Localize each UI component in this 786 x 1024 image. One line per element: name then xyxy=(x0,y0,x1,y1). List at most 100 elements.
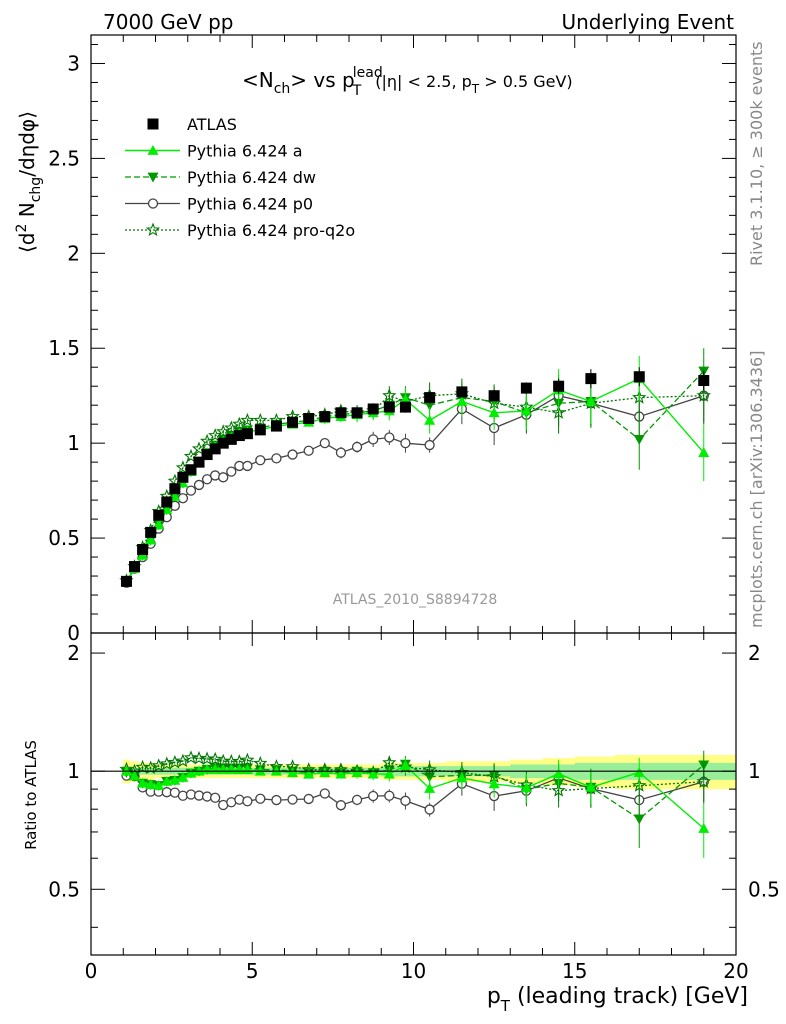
ratio-y-tick-label: 2 xyxy=(67,641,80,665)
x-tick-label: 5 xyxy=(246,959,259,983)
ratio-point-pro xyxy=(175,753,191,768)
header-right: Underlying Event xyxy=(561,10,734,34)
ratio-point-a xyxy=(520,782,532,793)
top-panel-series xyxy=(119,348,711,588)
legend-label-p0: Pythia 6.424 p0 xyxy=(187,195,313,214)
point-data xyxy=(553,380,565,392)
point-data xyxy=(367,403,379,415)
ratio-y-tick-label-right: 2 xyxy=(748,641,761,665)
point-data xyxy=(209,443,221,455)
y-tick-label: 1 xyxy=(67,431,80,455)
legend-label-dw: Pythia 6.424 dw xyxy=(187,168,316,187)
ratio-point-a xyxy=(488,778,500,789)
ratio-point-p0 xyxy=(287,794,298,805)
ratio-point-a xyxy=(553,768,565,779)
ratio-y-tick-label: 1 xyxy=(67,759,80,783)
point-data xyxy=(488,390,500,402)
legend-entry-pro: Pythia 6.424 pro-q2o xyxy=(125,221,355,240)
ratio-point-p0 xyxy=(335,800,347,811)
mcplots-label: mcplots.cern.ch [arXiv:1306.3436] xyxy=(747,351,766,628)
point-data xyxy=(399,401,411,413)
point-data xyxy=(335,407,347,419)
y-tick-label: 0 xyxy=(67,621,80,645)
y-tick-label: 2 xyxy=(67,241,80,265)
ratio-point-a xyxy=(177,772,189,782)
point-data xyxy=(287,416,299,428)
ratio-point-a xyxy=(145,779,157,789)
point-pro xyxy=(240,412,255,427)
legend-entry-p0: Pythia 6.424 p0 xyxy=(125,195,313,214)
rivet-version-label: Rivet 3.1.10, ≥ 300k events xyxy=(747,41,766,266)
ratio-point-a xyxy=(287,767,299,778)
ratio-point-pro xyxy=(422,762,437,776)
plot-title: <Nch> vs plead T (|η| < 2.5, pT > 0.5 GeV) xyxy=(242,65,573,99)
ratio-point-a xyxy=(399,760,411,770)
legend-entry-a: Pythia 6.424 a xyxy=(125,142,303,161)
point-p0 xyxy=(242,460,253,472)
point-data xyxy=(698,375,710,387)
point-a xyxy=(145,534,157,545)
point-dw xyxy=(633,434,645,445)
analysis-watermark: ATLAS_2010_S8894728 xyxy=(333,592,498,608)
point-data xyxy=(456,386,468,398)
ratio-y-tick-label-right: 1 xyxy=(748,759,761,783)
ratio-point-pro xyxy=(135,759,150,774)
y-tick-label: 2.5 xyxy=(48,146,80,170)
point-p0 xyxy=(287,449,298,460)
point-data xyxy=(225,433,237,445)
ratio-point-dw xyxy=(633,814,645,825)
legend-entry-data: ATLAS xyxy=(147,115,237,134)
ratio-point-a xyxy=(585,781,597,792)
x-tick-label: 15 xyxy=(562,959,587,983)
point-p0 xyxy=(193,479,205,491)
point-p0 xyxy=(303,445,314,456)
point-pro xyxy=(208,428,223,442)
point-p0 xyxy=(319,438,330,449)
point-data xyxy=(217,437,229,449)
series-line-pro xyxy=(125,393,704,582)
x-axis-label: pT (leading track) [GeV] xyxy=(487,984,748,1015)
legend-marker-pro xyxy=(145,222,161,237)
point-data xyxy=(383,401,395,413)
point-p0 xyxy=(384,432,395,443)
point-data xyxy=(424,392,436,404)
ratio-point-a xyxy=(383,768,395,779)
point-data xyxy=(193,456,205,468)
ratio-point-a xyxy=(129,770,141,781)
point-data xyxy=(520,382,532,394)
point-p0 xyxy=(271,453,282,464)
ratio-point-a xyxy=(153,780,165,790)
ratio-point-pro xyxy=(551,783,566,797)
point-data xyxy=(129,561,141,573)
ratio-point-p0 xyxy=(255,793,266,804)
point-data xyxy=(201,449,213,461)
legend-label-pro: Pythia 6.424 pro-q2o xyxy=(187,221,355,240)
series-dw xyxy=(120,348,710,588)
point-data xyxy=(270,420,282,432)
ratio-point-a xyxy=(367,768,379,779)
point-p0 xyxy=(335,447,347,458)
point-pro xyxy=(224,420,239,434)
legend-marker-p0 xyxy=(147,198,159,209)
legend: ATLAS Pythia 6.424 a Pythia 6.424 dw Pythia… xyxy=(125,115,355,240)
x-tick-label: 10 xyxy=(401,959,426,983)
point-p0 xyxy=(400,438,411,449)
y-tick-label: 1.5 xyxy=(48,336,80,360)
ratio-point-a xyxy=(185,767,197,778)
point-pro xyxy=(382,388,397,402)
ratio-point-pro xyxy=(183,750,199,764)
point-p0 xyxy=(351,441,363,453)
point-data xyxy=(145,526,157,538)
ratio-point-a xyxy=(698,823,710,833)
ratio-point-p0 xyxy=(351,794,363,806)
point-pro xyxy=(191,441,207,455)
point-data xyxy=(153,509,165,521)
ratio-point-pro xyxy=(208,751,223,766)
ratio-line-pro xyxy=(126,757,704,792)
point-pro xyxy=(551,405,566,419)
ratio-point-p0 xyxy=(210,792,221,803)
x-tick-label: 0 xyxy=(85,959,98,983)
point-data xyxy=(633,371,645,383)
point-p0 xyxy=(255,455,266,466)
point-data xyxy=(185,464,197,476)
